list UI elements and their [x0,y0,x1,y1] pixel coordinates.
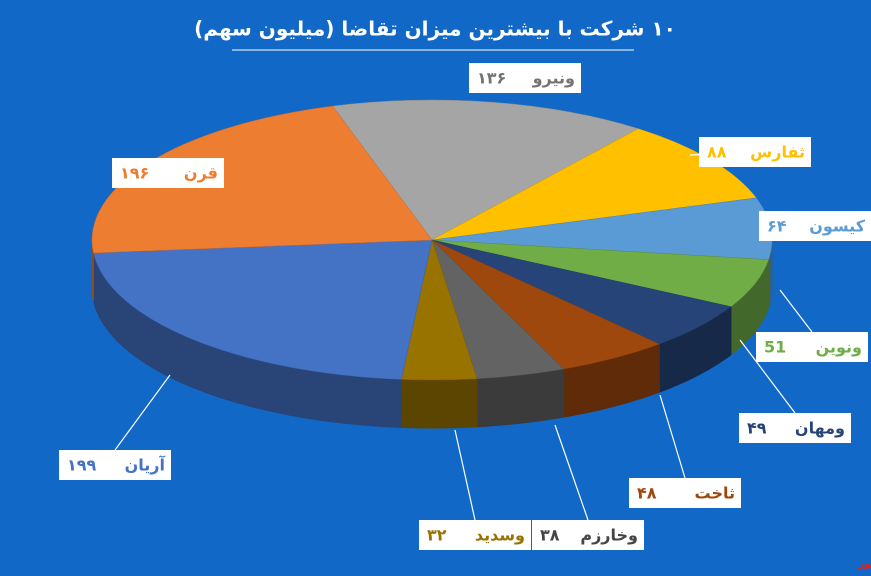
value-label: ۱۹۶ [120,164,149,183]
category-label: ومهان [795,419,845,438]
value-label: ۳۸ [540,526,560,545]
value-label: ۱۳۶ [477,69,506,88]
value-label: ۳۲ [427,526,447,545]
leader-line [554,424,589,521]
label-box [59,450,171,480]
chart-title: ۱۰ شرکت با بیشترین میزان تقاضا (میلیون س… [194,17,676,41]
category-label: وسدید [475,526,525,545]
label-box [629,478,741,508]
label-box [699,137,811,167]
watermark: بورس نیوز [857,559,871,570]
label-box [469,63,581,93]
leader-line [114,374,171,451]
slice [332,99,639,241]
label-box [756,332,868,362]
slice [93,239,433,380]
leader-line [454,429,476,521]
leader-line [659,394,686,479]
value-label: ۴۹ [747,419,767,438]
category-label: وخارزم [580,526,638,545]
category-label: ونوین [816,338,862,357]
label-box [739,413,851,443]
category-label: ثفارس [750,143,805,162]
label-box [112,158,224,188]
category-label: آریان [125,455,166,475]
category-label: ونیرو [532,69,575,88]
leader-line [739,339,796,414]
value-label: ۴۸ [637,484,657,503]
value-label: 51 [764,338,786,357]
label-box [419,520,531,550]
leader-line [779,289,813,333]
category-label: قرن [184,164,218,183]
value-label: ۱۹۹ [67,456,97,475]
slice-side [400,378,478,429]
category-label: ثاخت [695,484,735,503]
value-label: ۸۸ [707,143,727,162]
label-box [759,211,871,241]
label-box [532,520,644,550]
value-label: ۶۴ [767,217,787,236]
category-label: کیسون [809,217,866,236]
